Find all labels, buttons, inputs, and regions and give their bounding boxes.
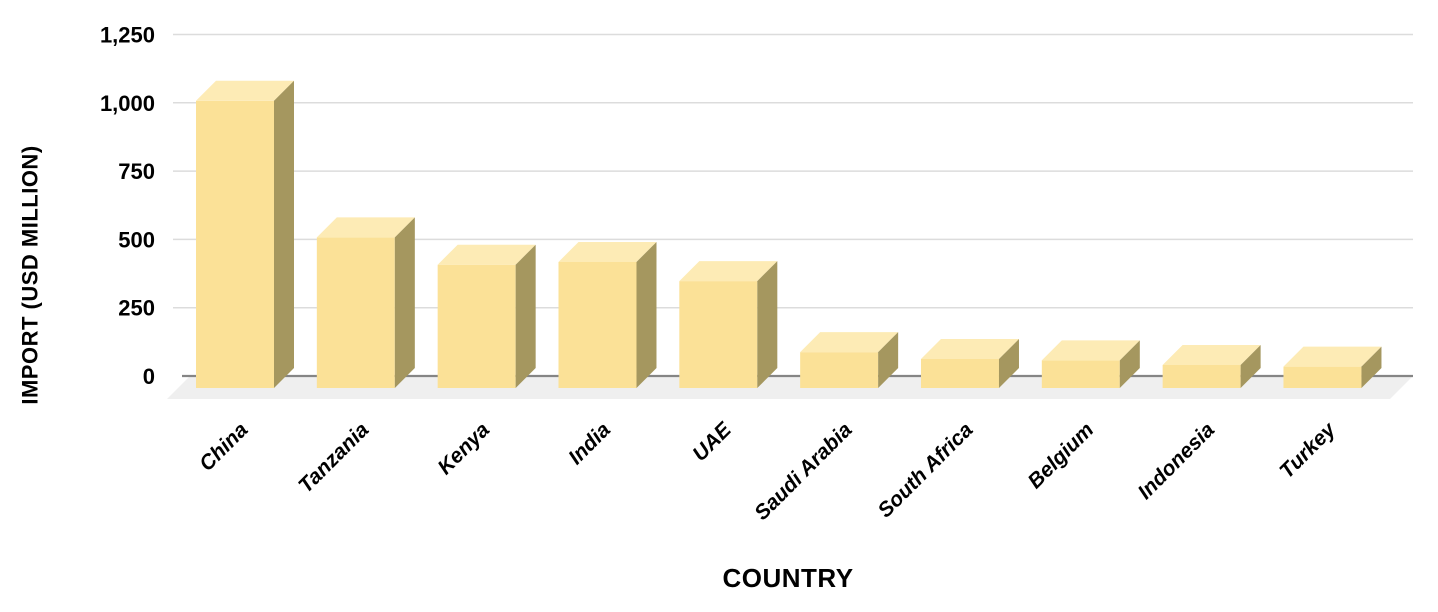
bar-front-face: [800, 352, 879, 388]
x-tick-label-tanzania: Tanzania: [294, 418, 373, 497]
bar-front-face: [1041, 360, 1120, 388]
bar-front-face: [558, 261, 637, 388]
bar-top-face: [437, 244, 536, 265]
bar-uae: [679, 261, 778, 388]
y-tick-label-1-250: 1,250: [100, 23, 155, 48]
y-tick-label-750: 750: [118, 159, 155, 184]
x-tick-label-china: China: [195, 418, 253, 476]
bar-front-face: [196, 100, 274, 389]
bar-front-face: [679, 281, 758, 388]
bar-top-face: [800, 332, 899, 353]
bar-side-face: [515, 244, 536, 388]
x-tick-label-indonesia: Indonesia: [1134, 418, 1220, 504]
y-tick-label-0: 0: [143, 364, 155, 389]
bar-front-face: [1283, 366, 1362, 388]
x-tick-label-belgium: Belgium: [1024, 418, 1099, 493]
bar-top-face: [316, 217, 415, 238]
x-tick-label-uae: UAE: [688, 418, 736, 466]
bar-side-face: [274, 80, 294, 389]
bars: [196, 80, 1382, 389]
bar-indonesia: [1162, 344, 1261, 388]
bar-side-face: [636, 241, 657, 388]
x-tick-label-turkey: Turkey: [1275, 417, 1341, 483]
bar-india: [558, 241, 657, 388]
bar-front-face: [437, 264, 516, 388]
bar-side-face: [394, 217, 415, 388]
x-tick-labels: China Tanzania Kenya India UAE Saudi Arabia So…: [195, 417, 1341, 524]
bar-top-face: [558, 241, 657, 262]
bar-side-face: [1240, 344, 1261, 388]
x-axis-title: COUNTRY: [722, 563, 854, 593]
bar-side-face: [878, 332, 899, 388]
bar-top-face: [1041, 340, 1140, 361]
x-tick-label-saudi-arabia: Saudi Arabia: [750, 418, 857, 525]
bar-top-face: [196, 80, 294, 101]
bar-side-face: [1119, 340, 1140, 388]
bar-side-face: [757, 261, 778, 388]
x-tick-label-south-africa: South Africa: [874, 418, 978, 522]
bar-front-face: [1162, 364, 1241, 388]
bar-top-face: [679, 261, 778, 282]
x-tick-label-kenya: Kenya: [433, 418, 494, 479]
y-tick-labels: 0 250 500 750 1,000 1,250: [100, 23, 155, 390]
x-tick-label-india: India: [564, 418, 615, 469]
bar-side-face: [998, 338, 1019, 388]
bar-south-africa: [920, 338, 1019, 388]
y-tick-label-500: 500: [118, 227, 155, 252]
bar-saudi-arabia: [800, 332, 899, 388]
bar-belgium: [1041, 340, 1140, 388]
bar-top-face: [920, 338, 1019, 359]
bar-side-face: [1361, 346, 1382, 388]
bar-tanzania: [316, 217, 415, 388]
y-tick-label-1-000: 1,000: [100, 91, 155, 116]
bar-front-face: [920, 358, 999, 388]
bar-top-face: [1283, 346, 1382, 367]
bar-kenya: [437, 244, 536, 388]
bar-front-face: [316, 237, 395, 388]
bar-turkey: [1283, 346, 1382, 388]
y-tick-label-250: 250: [118, 296, 155, 321]
bar-china: [196, 80, 294, 389]
bar-top-face: [1162, 344, 1261, 365]
